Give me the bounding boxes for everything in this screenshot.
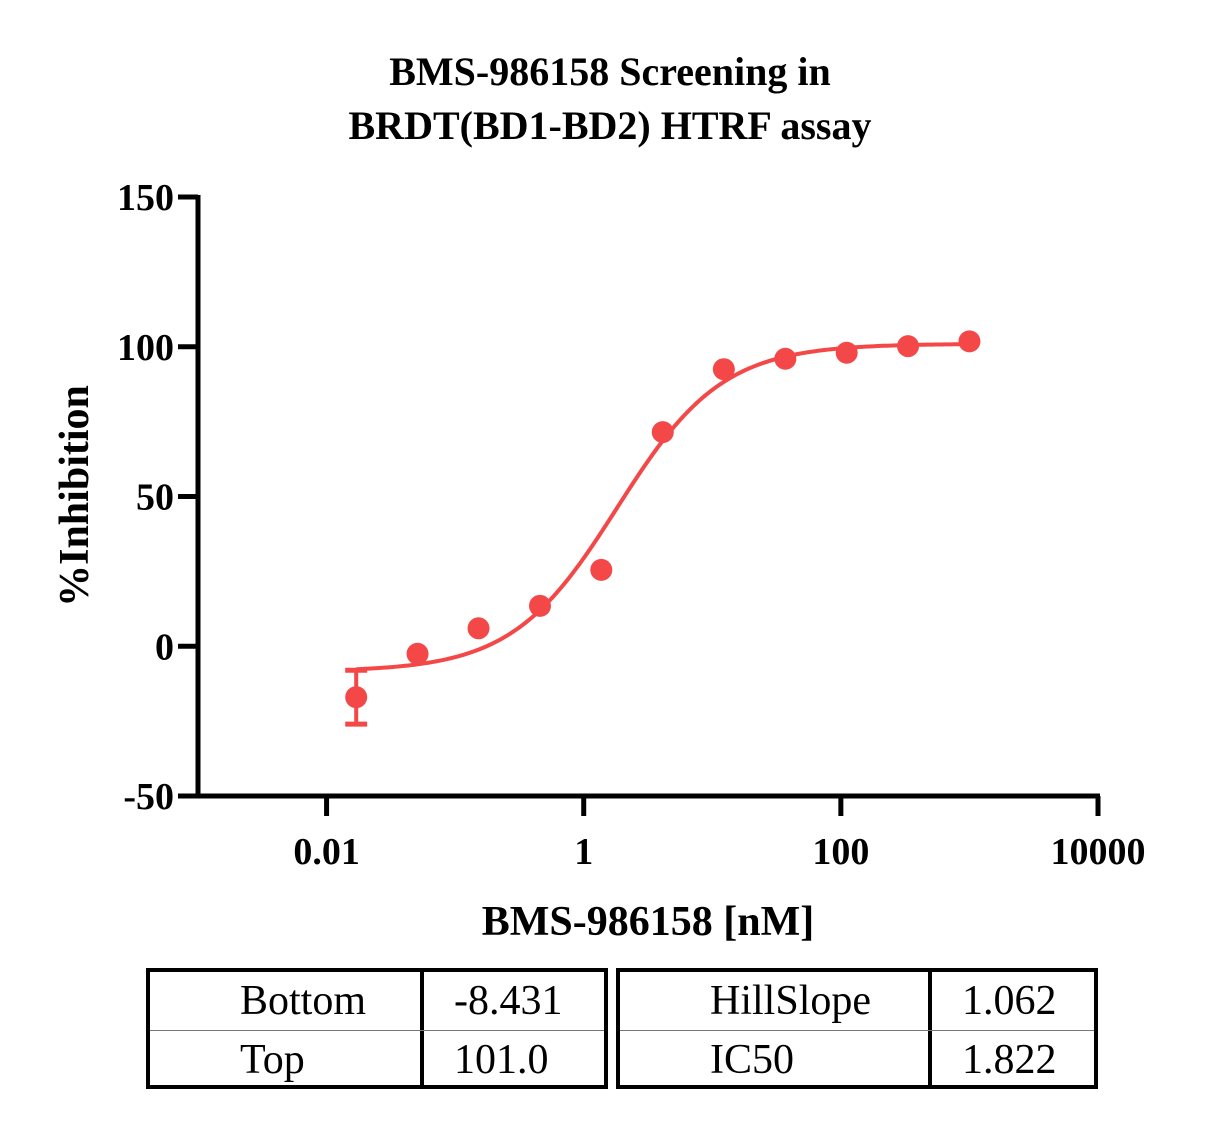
stats-label-ic50: IC50	[710, 1037, 794, 1083]
chart-title-line-2: BRDT(BD1-BD2) HTRF assay	[349, 103, 872, 148]
stats-row-bottom: Bottom -8.431	[150, 972, 604, 1030]
y-tick-label: 0	[155, 626, 174, 668]
data-point	[467, 617, 490, 640]
stats-row-top: Top 101.0	[150, 1030, 604, 1089]
stats-table-left: Bottom -8.431 Top 101.0	[146, 968, 608, 1089]
fit-curve	[356, 342, 970, 672]
stats-row-ic50: IC50 1.822	[620, 1030, 1094, 1089]
data-point	[345, 686, 368, 709]
data-point	[651, 421, 674, 444]
y-tick-label: 50	[136, 477, 174, 519]
stats-label-bottom: Bottom	[240, 978, 367, 1024]
chart-title-line-1: BMS-986158 Screening in	[389, 49, 831, 94]
stats-label-top: Top	[240, 1037, 305, 1083]
data-point	[958, 330, 981, 353]
data-point	[835, 341, 858, 364]
x-tick-label: 10000	[1051, 831, 1146, 873]
stats-row-hillslope: HillSlope 1.062	[620, 972, 1094, 1030]
stats-table-right: HillSlope 1.062 IC50 1.822	[616, 968, 1098, 1089]
data-point	[774, 347, 797, 370]
y-axis-label: %Inhibition	[52, 385, 98, 607]
fit-curve-layer	[356, 342, 970, 672]
x-tick-label: 0.01	[293, 831, 360, 873]
y-tick-label: 100	[117, 327, 174, 369]
dose-response-chart: BMS-986158 Screening in BRDT(BD1-BD2) HT…	[52, 49, 1146, 945]
data-point	[528, 594, 551, 617]
stats-value-top: 101.0	[420, 1031, 604, 1089]
stats-value-bottom: -8.431	[420, 972, 604, 1030]
stats-value-ic50: 1.822	[928, 1031, 1094, 1089]
data-points-layer	[345, 330, 981, 727]
stats-value-hillslope: 1.062	[928, 972, 1094, 1030]
y-tick-label: -50	[123, 776, 174, 818]
axes: -50 0 50 100 150 0.01 1 100 10000	[117, 177, 1146, 873]
data-point	[897, 335, 920, 358]
x-tick-label: 1	[574, 831, 593, 873]
data-point	[712, 358, 735, 381]
x-axis-label: BMS-986158 [nM]	[482, 899, 814, 945]
data-point	[406, 642, 429, 665]
data-point	[590, 558, 613, 581]
x-tick-label: 100	[812, 831, 869, 873]
stats-label-hillslope: HillSlope	[710, 978, 872, 1024]
y-tick-label: 150	[117, 177, 174, 219]
